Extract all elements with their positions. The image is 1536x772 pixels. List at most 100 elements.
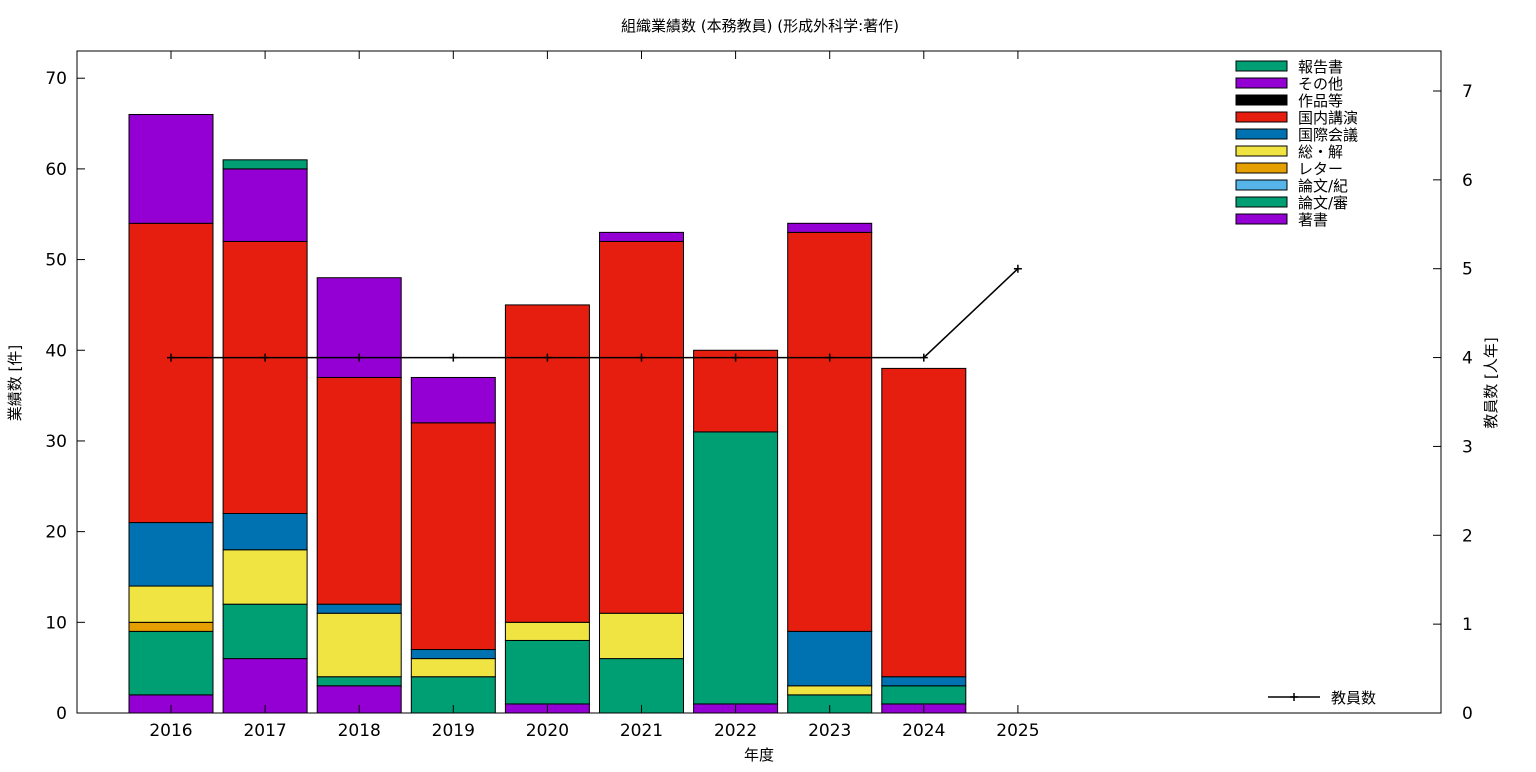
legend-label-1: 論文/審: [1298, 194, 1348, 212]
legend-swatch-0: [1235, 213, 1288, 225]
bar-segment-2021-8: [599, 231, 684, 242]
x-tick-label-2023: 2023: [808, 721, 851, 741]
x-tick-label-2025: 2025: [996, 721, 1039, 741]
y-tick-label-30: 30: [45, 432, 67, 452]
x-tick-label-2017: 2017: [243, 721, 286, 741]
faculty-point-2021: [637, 353, 646, 362]
faculty-point-2024: [919, 353, 928, 362]
y-tick-label-0: 0: [56, 704, 67, 724]
bar-segment-2023-4: [787, 685, 873, 696]
legend-swatch-4: [1235, 145, 1288, 157]
y2-tick-label-3: 3: [1462, 437, 1473, 457]
legend-swatch-7: [1235, 94, 1288, 106]
bar-segment-2023-6: [787, 231, 873, 632]
bar-segment-2019-6: [410, 422, 496, 651]
bar-segment-2024-1: [881, 685, 967, 705]
legend-label-8: その他: [1298, 75, 1343, 93]
bar-segment-2022-6: [693, 349, 779, 433]
legend-swatch-8: [1235, 77, 1288, 89]
plot-frame: [76, 50, 1442, 714]
bar-segment-2017-9: [222, 159, 308, 170]
bars-layer: [128, 113, 967, 714]
legend-swatch-6: [1235, 111, 1288, 123]
legend-line-label: 教員数: [1331, 689, 1376, 707]
bar-segment-2023-5: [787, 630, 873, 687]
bar-segment-2019-5: [410, 649, 496, 660]
x-tick-label-2016: 2016: [149, 721, 192, 741]
bar-segment-2017-0: [222, 658, 308, 714]
faculty-point-2025: [1013, 264, 1022, 273]
legend-label-2: 論文/紀: [1298, 177, 1348, 195]
y-tick-label-10: 10: [45, 613, 67, 633]
faculty-count-line: [171, 268, 1019, 359]
bar-segment-2020-1: [504, 639, 590, 705]
legend-label-0: 著書: [1298, 211, 1328, 229]
y-tick-label-40: 40: [45, 341, 67, 361]
x-axis-label: 年度: [744, 746, 774, 764]
y2-tick-label-1: 1: [1462, 615, 1473, 635]
bar-segment-2018-1: [316, 676, 402, 687]
bar-segment-2019-8: [410, 376, 496, 424]
bar-segment-2017-4: [222, 549, 308, 605]
legend-label-6: 国内講演: [1298, 109, 1358, 127]
bar-segment-2016-6: [128, 222, 214, 524]
bar-segment-2017-8: [222, 168, 308, 242]
bar-segment-2018-5: [316, 603, 402, 614]
bar-segment-2019-4: [410, 658, 496, 678]
y2-tick-label-0: 0: [1462, 704, 1473, 724]
bar-segment-2016-4: [128, 585, 214, 623]
bar-segment-2021-1: [599, 658, 684, 714]
faculty-point-2018: [355, 353, 364, 362]
y-tick-label-70: 70: [45, 69, 67, 89]
y2-tick-label-7: 7: [1462, 82, 1473, 102]
x-tick-label-2024: 2024: [902, 721, 945, 741]
legend-swatch-9: [1235, 60, 1288, 72]
faculty-point-2017: [261, 353, 270, 362]
legend-label-4: 総・解: [1298, 143, 1343, 161]
bar-segment-2023-8: [787, 222, 873, 233]
bar-segment-2017-5: [222, 512, 308, 551]
legend-line-marker: [1290, 693, 1298, 701]
x-tick-label-2021: 2021: [620, 721, 663, 741]
faculty-point-2022: [731, 353, 740, 362]
legend-label-5: 国際会議: [1298, 126, 1358, 144]
legend-swatch-1: [1235, 196, 1288, 208]
y2-axis-label: 教員数 [人年]: [1482, 337, 1500, 428]
legend-swatch-2: [1235, 179, 1288, 191]
bar-segment-2021-6: [599, 240, 684, 614]
x-tick-label-2022: 2022: [714, 721, 757, 741]
legend-label-7: 作品等: [1298, 92, 1343, 110]
bar-segment-2016-3: [128, 621, 214, 632]
y-axis-label: 業績数 [件]: [6, 345, 24, 421]
bar-segment-2024-6: [881, 367, 967, 678]
bar-segment-2016-8: [128, 113, 214, 224]
x-tick-label-2020: 2020: [526, 721, 569, 741]
bar-segment-2024-5: [881, 676, 967, 687]
legend-label-3: レター: [1298, 160, 1343, 178]
y2-tick-label-6: 6: [1462, 171, 1473, 191]
chart-title: 組織業績数 (本務教員) (形成外科学:著作): [621, 17, 899, 35]
bar-segment-2018-8: [316, 277, 402, 378]
bar-segment-2021-4: [599, 612, 684, 660]
faculty-point-2023: [825, 353, 834, 362]
bar-segment-2017-1: [222, 603, 308, 660]
y-tick-label-20: 20: [45, 523, 67, 543]
bar-segment-2017-6: [222, 240, 308, 514]
y2-tick-label-2: 2: [1462, 526, 1473, 546]
bar-segment-2016-5: [128, 522, 214, 587]
bar-segment-2018-4: [316, 612, 402, 678]
y-tick-label-50: 50: [45, 251, 67, 271]
faculty-point-2016: [167, 353, 175, 362]
y-tick-label-60: 60: [45, 160, 67, 180]
bar-segment-2022-1: [693, 431, 779, 705]
faculty-point-2019: [449, 353, 458, 362]
bar-segment-2020-6: [504, 304, 590, 623]
bar-segment-2020-4: [504, 621, 590, 641]
x-tick-label-2018: 2018: [338, 721, 381, 741]
legend-swatch-3: [1235, 162, 1288, 174]
legend-swatch-5: [1235, 128, 1288, 140]
axes-layer: 0 10 20 30 40 50 60 70 0 1 2 3 4 5 6 7 2016 2017 2018 2019 2…: [45, 50, 1473, 741]
